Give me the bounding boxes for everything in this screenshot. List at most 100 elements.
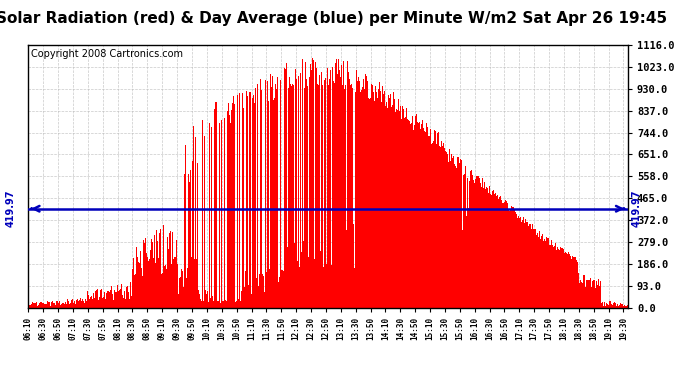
Bar xyxy=(346,230,347,308)
Bar xyxy=(615,305,616,308)
Bar xyxy=(478,176,479,308)
Bar xyxy=(267,72,268,308)
Bar xyxy=(44,304,45,307)
Bar xyxy=(250,92,251,308)
Bar xyxy=(492,190,493,308)
Bar xyxy=(413,130,414,308)
Bar xyxy=(475,179,476,308)
Bar xyxy=(126,287,127,308)
Bar xyxy=(170,231,171,308)
Bar xyxy=(66,304,67,307)
Bar xyxy=(331,265,332,308)
Bar xyxy=(525,219,526,308)
Bar xyxy=(322,68,324,308)
Bar xyxy=(517,216,518,308)
Bar xyxy=(298,76,299,307)
Bar xyxy=(476,176,477,308)
Bar xyxy=(138,262,139,308)
Bar xyxy=(601,301,602,307)
Bar xyxy=(61,304,62,307)
Bar xyxy=(93,293,94,308)
Bar xyxy=(519,217,520,308)
Bar xyxy=(325,78,326,308)
Bar xyxy=(422,120,423,308)
Bar xyxy=(342,85,343,308)
Bar xyxy=(531,230,532,308)
Bar xyxy=(406,116,407,308)
Bar xyxy=(385,106,386,308)
Bar xyxy=(431,144,432,308)
Bar xyxy=(411,123,412,308)
Bar xyxy=(507,203,508,308)
Bar xyxy=(623,306,624,308)
Bar xyxy=(547,238,548,308)
Bar xyxy=(443,143,444,308)
Bar xyxy=(568,252,569,308)
Bar xyxy=(199,294,200,308)
Bar xyxy=(358,77,359,308)
Bar xyxy=(313,60,314,308)
Bar xyxy=(189,182,190,308)
Bar xyxy=(304,88,305,308)
Bar xyxy=(28,303,29,307)
Bar xyxy=(593,280,594,308)
Bar xyxy=(438,132,439,308)
Bar xyxy=(242,93,243,308)
Bar xyxy=(89,299,90,307)
Bar xyxy=(156,230,157,308)
Bar xyxy=(441,141,442,308)
Bar xyxy=(289,77,290,308)
Bar xyxy=(321,72,322,308)
Bar xyxy=(158,258,159,308)
Bar xyxy=(249,92,250,308)
Bar xyxy=(546,237,547,308)
Bar xyxy=(101,301,102,307)
Bar xyxy=(619,306,620,308)
Bar xyxy=(264,93,265,308)
Bar xyxy=(171,264,172,308)
Bar xyxy=(320,251,321,308)
Bar xyxy=(555,243,556,308)
Bar xyxy=(459,201,460,308)
Bar xyxy=(340,77,341,308)
Bar xyxy=(496,196,497,308)
Bar xyxy=(516,214,517,308)
Bar xyxy=(453,156,454,308)
Bar xyxy=(45,304,46,307)
Bar xyxy=(574,257,575,307)
Bar xyxy=(557,247,558,308)
Bar xyxy=(479,175,480,308)
Bar xyxy=(216,102,217,308)
Bar xyxy=(429,136,430,308)
Bar xyxy=(43,303,44,307)
Bar xyxy=(378,88,379,308)
Bar xyxy=(448,162,449,308)
Bar xyxy=(174,257,175,307)
Bar xyxy=(135,273,136,308)
Bar xyxy=(543,237,544,308)
Bar xyxy=(124,291,125,308)
Bar xyxy=(376,92,377,308)
Bar xyxy=(98,300,99,307)
Bar xyxy=(393,92,394,308)
Bar xyxy=(262,274,263,308)
Bar xyxy=(154,240,155,308)
Bar xyxy=(511,206,512,308)
Bar xyxy=(277,77,278,308)
Bar xyxy=(583,274,584,308)
Bar xyxy=(68,302,69,307)
Bar xyxy=(50,306,51,308)
Bar xyxy=(246,89,248,308)
Bar xyxy=(228,103,229,308)
Bar xyxy=(563,249,564,308)
Bar xyxy=(354,268,355,308)
Bar xyxy=(169,233,170,308)
Bar xyxy=(293,250,294,308)
Bar xyxy=(252,98,253,308)
Bar xyxy=(303,241,304,308)
Bar xyxy=(311,69,312,308)
Bar xyxy=(370,98,371,308)
Bar xyxy=(487,188,488,308)
Bar xyxy=(397,98,398,308)
Bar xyxy=(305,78,306,308)
